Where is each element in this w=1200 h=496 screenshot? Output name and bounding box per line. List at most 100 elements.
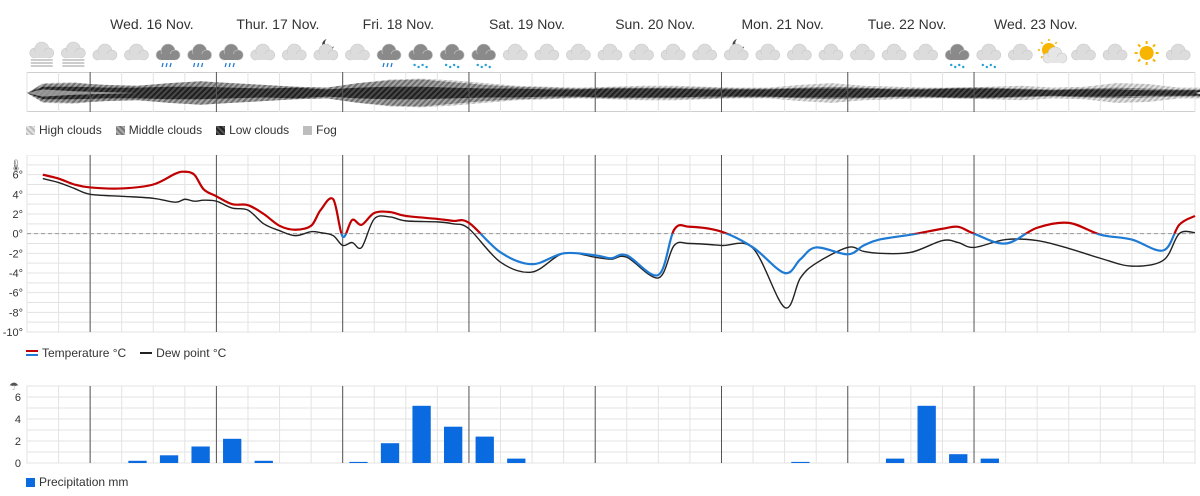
cloud-icon bbox=[850, 43, 875, 61]
temperature-line-cold bbox=[340, 233, 1176, 277]
precip-bar bbox=[128, 460, 147, 463]
precipitation-legend: Precipitation mm bbox=[26, 475, 128, 489]
precip-bar bbox=[159, 455, 179, 463]
y-tick-label: 0 bbox=[15, 458, 21, 468]
day-label: Wed. 23 Nov. bbox=[994, 16, 1078, 32]
y-tick-label: -6° bbox=[9, 288, 23, 300]
fog-icon bbox=[61, 41, 86, 67]
high-clouds-swatch bbox=[26, 125, 35, 135]
day-label: Tue. 22 Nov. bbox=[867, 16, 947, 32]
precip-frame bbox=[26, 385, 1196, 464]
y-tick-label: 0° bbox=[12, 229, 23, 241]
y-tick-label: -4° bbox=[9, 268, 23, 280]
precip-bar bbox=[475, 436, 494, 463]
cloud-icon bbox=[755, 43, 781, 61]
cloud-icon bbox=[345, 43, 370, 61]
cloud-snow-dark-icon bbox=[439, 43, 465, 69]
sun-icon bbox=[1134, 41, 1159, 65]
fog-swatch bbox=[303, 125, 313, 135]
fog-icon bbox=[29, 41, 55, 67]
precip-bar bbox=[191, 446, 210, 463]
cloud-icon bbox=[660, 43, 686, 61]
precip-bar bbox=[791, 461, 810, 463]
cloud-legend: High clouds Middle clouds Low clouds Fog bbox=[26, 123, 337, 137]
precipitation-swatch bbox=[26, 477, 35, 487]
low-clouds-swatch bbox=[216, 125, 226, 135]
legend-dewpoint[interactable]: Dew point °C bbox=[140, 346, 226, 360]
precip-bar bbox=[980, 458, 999, 463]
cloud-icon bbox=[566, 43, 591, 61]
temperature-swatch bbox=[26, 350, 38, 356]
cloud-icon bbox=[787, 43, 812, 61]
precip-bar bbox=[254, 460, 273, 463]
cloud-rain-dark-icon bbox=[218, 43, 244, 68]
temperature-chart: -10° -8° -6° -4° -2° 0° 2° 4° 6° bbox=[3, 155, 1196, 339]
cloud-snow-icon bbox=[976, 43, 1002, 69]
cloud-icon bbox=[692, 43, 718, 61]
day-label: Thur. 17 Nov. bbox=[236, 16, 320, 32]
legend-precipitation[interactable]: Precipitation mm bbox=[26, 475, 128, 489]
precip-bar bbox=[949, 454, 968, 463]
precipitation-chart: 0 2 4 6 bbox=[15, 385, 1196, 468]
dewpoint-line bbox=[42, 177, 1196, 309]
cloud-icon bbox=[534, 43, 560, 61]
temperature-line-warm bbox=[42, 170, 1196, 234]
cloud-icon bbox=[913, 43, 938, 61]
cloud-icon bbox=[282, 43, 307, 61]
weather-icons-row bbox=[29, 39, 1191, 69]
day-label: Sat. 19 Nov. bbox=[488, 16, 565, 32]
y-tick-label: 6 bbox=[15, 392, 21, 404]
cloud-icon bbox=[1165, 43, 1191, 61]
thermometer-icon: 🌡 bbox=[9, 160, 23, 172]
cloud-icon bbox=[818, 43, 844, 61]
legend-low-clouds[interactable]: Low clouds bbox=[216, 123, 289, 137]
y-tick-label: -8° bbox=[9, 307, 23, 319]
day-label: Fri. 18 Nov. bbox=[362, 16, 434, 32]
precip-bar bbox=[380, 443, 400, 463]
cloud-series-low-clouds bbox=[27, 86, 1200, 100]
moon-cloud-icon bbox=[723, 39, 749, 61]
umbrella-icon: ☂ bbox=[9, 381, 19, 393]
cloud-rain-dark-icon bbox=[187, 43, 212, 68]
day-label: Mon. 21 Nov. bbox=[741, 16, 824, 32]
cloud-icon bbox=[92, 43, 118, 61]
y-tick-label: -10° bbox=[3, 327, 23, 339]
cloud-icon bbox=[1071, 43, 1096, 61]
temperature-legend: Temperature °C Dew point °C bbox=[26, 346, 226, 360]
cloud-icon bbox=[124, 43, 149, 61]
day-label: Wed. 16 Nov. bbox=[110, 16, 194, 32]
cloud-icon bbox=[502, 43, 528, 61]
y-tick-label: 2° bbox=[12, 209, 23, 221]
cloud-rain-icon bbox=[376, 43, 402, 68]
sun-cloud-icon bbox=[1037, 39, 1068, 64]
middle-clouds-swatch bbox=[115, 125, 125, 135]
cloud-cover-chart bbox=[26, 72, 1200, 112]
y-tick-label: 4 bbox=[15, 414, 21, 426]
cloud-icon bbox=[1102, 43, 1128, 61]
cloud-icon bbox=[597, 43, 623, 61]
cloud-icon bbox=[629, 43, 654, 61]
cloud-rain-icon bbox=[155, 43, 181, 68]
cloud-icon bbox=[250, 43, 276, 61]
cloud-snow-dark-icon bbox=[944, 43, 970, 69]
dewpoint-swatch bbox=[140, 352, 153, 354]
precip-bar bbox=[349, 461, 368, 463]
day-label: Sun. 20 Nov. bbox=[615, 16, 696, 32]
precip-bar bbox=[917, 405, 936, 463]
legend-temperature[interactable]: Temperature °C bbox=[26, 346, 126, 360]
legend-middle-clouds[interactable]: Middle clouds bbox=[115, 123, 202, 137]
legend-fog[interactable]: Fog bbox=[303, 123, 337, 137]
precip-bar bbox=[444, 426, 463, 463]
cloud-snow-dark-icon bbox=[471, 43, 497, 69]
moon-cloud-icon bbox=[313, 39, 339, 61]
legend-high-clouds[interactable]: High clouds bbox=[26, 123, 102, 137]
precip-bar bbox=[223, 438, 242, 463]
cloud-snow-dark-icon bbox=[408, 43, 433, 69]
y-tick-label: 4° bbox=[12, 189, 23, 201]
cloud-icon bbox=[1008, 43, 1033, 61]
y-tick-label: -2° bbox=[9, 248, 23, 260]
cloud-icon bbox=[881, 43, 907, 61]
y-tick-label: 6° bbox=[12, 170, 23, 182]
precip-bar bbox=[507, 458, 526, 463]
y-tick-label: 2 bbox=[15, 436, 21, 448]
